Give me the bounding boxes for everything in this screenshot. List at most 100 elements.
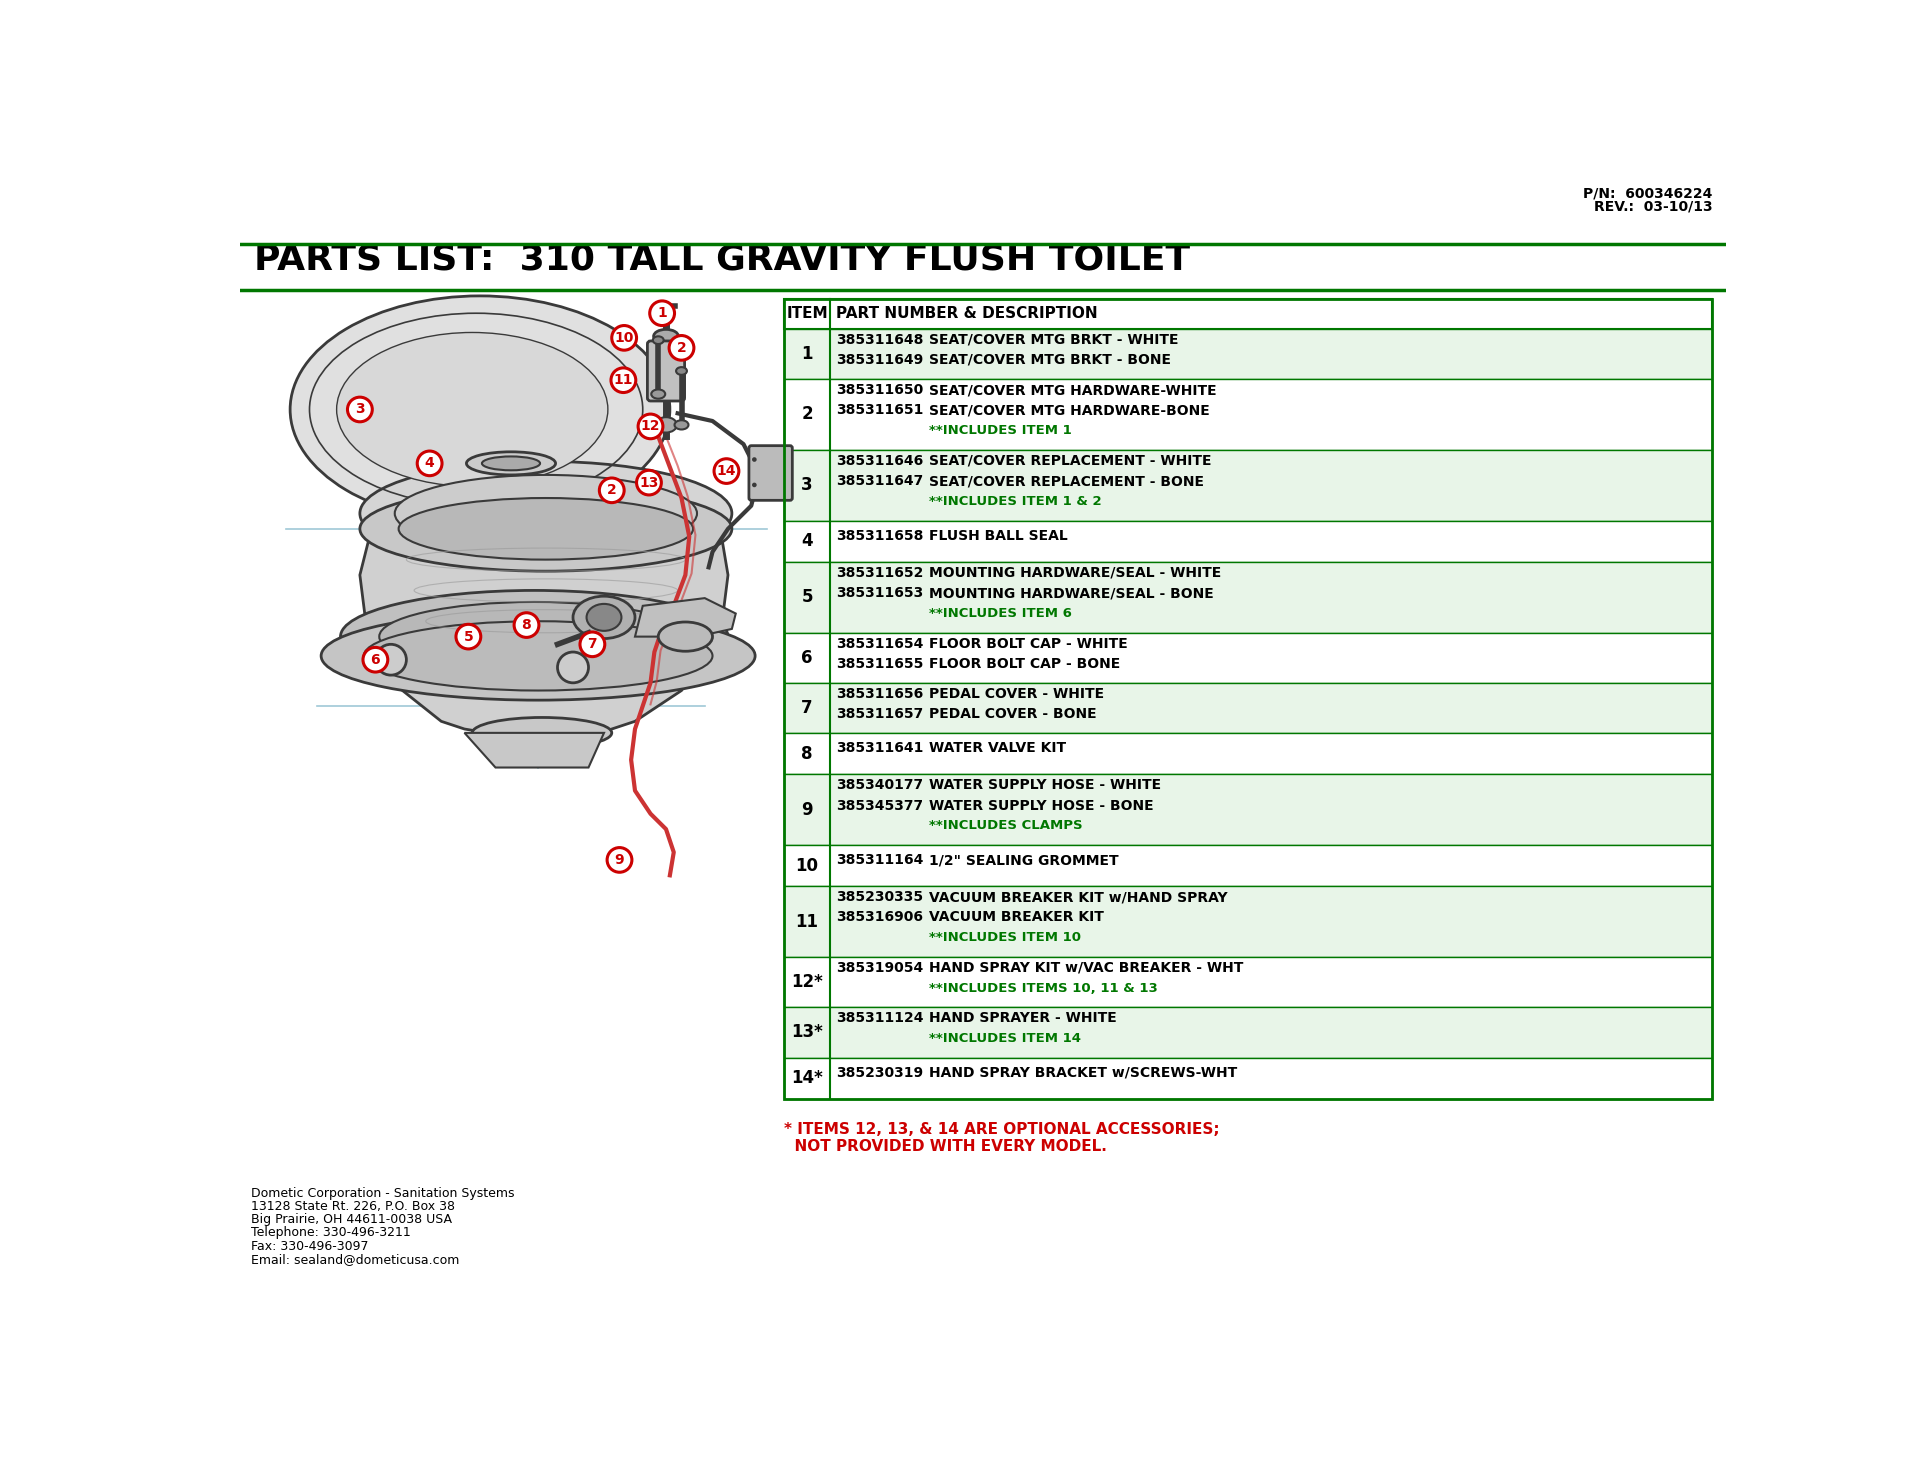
Text: 7: 7	[587, 637, 596, 652]
Text: 385340177: 385340177	[836, 778, 924, 793]
Ellipse shape	[399, 498, 692, 559]
Text: 4: 4	[802, 533, 813, 550]
Text: WATER SUPPLY HOSE - WHITE: WATER SUPPLY HOSE - WHITE	[928, 778, 1160, 793]
Text: PARTS LIST:  310 TALL GRAVITY FLUSH TOILET: PARTS LIST: 310 TALL GRAVITY FLUSH TOILE…	[253, 242, 1189, 276]
Text: 1: 1	[658, 307, 667, 320]
Text: SEAT/COVER MTG HARDWARE-WHITE: SEAT/COVER MTG HARDWARE-WHITE	[928, 383, 1216, 396]
Ellipse shape	[675, 367, 687, 374]
Text: 385311651: 385311651	[836, 404, 924, 417]
Text: 2: 2	[677, 341, 687, 355]
Circle shape	[456, 624, 481, 649]
Text: 385230319: 385230319	[836, 1066, 924, 1079]
Text: 3: 3	[802, 476, 813, 495]
Circle shape	[579, 633, 604, 656]
Text: **INCLUDES ITEM 1: **INCLUDES ITEM 1	[928, 424, 1072, 437]
Bar	[784, 846, 1713, 887]
Bar	[784, 957, 1713, 1007]
Bar	[784, 299, 1713, 329]
Text: 385311652: 385311652	[836, 565, 924, 580]
Text: SEAT/COVER MTG BRKT - WHITE: SEAT/COVER MTG BRKT - WHITE	[928, 333, 1178, 346]
Text: FLOOR BOLT CAP - BONE: FLOOR BOLT CAP - BONE	[928, 656, 1120, 671]
Text: 6: 6	[802, 649, 813, 666]
Text: 5: 5	[802, 589, 813, 606]
Text: 1/2" SEALING GROMMET: 1/2" SEALING GROMMET	[928, 853, 1118, 868]
Text: 1: 1	[802, 345, 813, 363]
Bar	[784, 379, 1713, 449]
Circle shape	[637, 470, 662, 495]
Circle shape	[514, 612, 539, 637]
Ellipse shape	[573, 596, 635, 639]
Text: 5: 5	[464, 630, 474, 643]
Text: VACUUM BREAKER KIT w/HAND SPRAY: VACUUM BREAKER KIT w/HAND SPRAY	[928, 890, 1228, 904]
Bar	[784, 733, 1713, 774]
Ellipse shape	[395, 476, 696, 552]
Ellipse shape	[320, 612, 756, 700]
Text: **INCLUDES ITEM 6: **INCLUDES ITEM 6	[928, 606, 1072, 619]
Ellipse shape	[290, 297, 669, 523]
Text: 8: 8	[522, 618, 531, 633]
Ellipse shape	[675, 420, 689, 430]
Text: PEDAL COVER - BONE: PEDAL COVER - BONE	[928, 708, 1097, 721]
Text: 13: 13	[639, 476, 658, 490]
Text: Big Prairie, OH 44611-0038 USA: Big Prairie, OH 44611-0038 USA	[251, 1214, 453, 1226]
Bar	[784, 299, 1713, 1098]
Text: 12*: 12*	[792, 973, 823, 991]
Bar	[784, 1007, 1713, 1057]
Circle shape	[612, 368, 635, 392]
Text: 13128 State Rt. 226, P.O. Box 38: 13128 State Rt. 226, P.O. Box 38	[251, 1201, 455, 1213]
Ellipse shape	[652, 336, 664, 344]
Text: 10: 10	[796, 856, 819, 875]
Text: SEAT/COVER MTG BRKT - BONE: SEAT/COVER MTG BRKT - BONE	[928, 352, 1170, 367]
Text: PEDAL COVER - WHITE: PEDAL COVER - WHITE	[928, 687, 1105, 700]
Text: Telephone: 330-496-3211: Telephone: 330-496-3211	[251, 1226, 410, 1239]
Bar	[784, 683, 1713, 733]
Ellipse shape	[361, 461, 733, 565]
Ellipse shape	[652, 389, 666, 399]
Text: 385311646: 385311646	[836, 454, 924, 468]
Bar	[784, 887, 1713, 957]
Ellipse shape	[472, 718, 612, 749]
Text: Email: sealand@dometicusa.com: Email: sealand@dometicusa.com	[251, 1252, 460, 1265]
Text: 9: 9	[614, 853, 625, 868]
Ellipse shape	[654, 329, 679, 344]
Ellipse shape	[658, 622, 712, 652]
Text: 8: 8	[802, 744, 813, 763]
Circle shape	[612, 326, 637, 351]
Circle shape	[363, 647, 387, 672]
Circle shape	[650, 301, 675, 326]
Text: 385311656: 385311656	[836, 687, 924, 700]
FancyBboxPatch shape	[748, 446, 792, 501]
Ellipse shape	[380, 602, 689, 671]
Text: 385316906: 385316906	[836, 910, 923, 925]
Text: 385311654: 385311654	[836, 637, 924, 650]
Circle shape	[752, 457, 758, 462]
Text: 11: 11	[796, 913, 819, 931]
Text: 385311124: 385311124	[836, 1011, 924, 1025]
Bar	[784, 521, 1713, 562]
Circle shape	[598, 479, 623, 502]
Text: NOT PROVIDED WITH EVERY MODEL.: NOT PROVIDED WITH EVERY MODEL.	[784, 1139, 1107, 1154]
Bar	[784, 774, 1713, 846]
Text: SEAT/COVER REPLACEMENT - WHITE: SEAT/COVER REPLACEMENT - WHITE	[928, 454, 1212, 468]
Text: WATER VALVE KIT: WATER VALVE KIT	[928, 741, 1066, 755]
Text: **INCLUDES ITEMS 10, 11 & 13: **INCLUDES ITEMS 10, 11 & 13	[928, 982, 1157, 995]
Text: HAND SPRAYER - WHITE: HAND SPRAYER - WHITE	[928, 1011, 1116, 1025]
Circle shape	[639, 414, 664, 439]
Text: FLUSH BALL SEAL: FLUSH BALL SEAL	[928, 528, 1068, 543]
Text: 13*: 13*	[792, 1023, 823, 1041]
Ellipse shape	[466, 452, 556, 476]
Circle shape	[347, 398, 372, 421]
Bar	[784, 1057, 1713, 1098]
Text: 14*: 14*	[792, 1069, 823, 1088]
Ellipse shape	[481, 457, 541, 470]
Text: 2: 2	[802, 405, 813, 423]
Text: 2: 2	[606, 483, 616, 498]
Bar	[784, 329, 1713, 379]
Text: 385311650: 385311650	[836, 383, 924, 396]
Text: MOUNTING HARDWARE/SEAL - BONE: MOUNTING HARDWARE/SEAL - BONE	[928, 586, 1214, 600]
Text: FLOOR BOLT CAP - WHITE: FLOOR BOLT CAP - WHITE	[928, 637, 1128, 650]
Text: 10: 10	[614, 330, 633, 345]
Text: 9: 9	[802, 800, 813, 819]
Text: VACUUM BREAKER KIT: VACUUM BREAKER KIT	[928, 910, 1103, 925]
Text: WATER SUPPLY HOSE - BONE: WATER SUPPLY HOSE - BONE	[928, 799, 1153, 813]
